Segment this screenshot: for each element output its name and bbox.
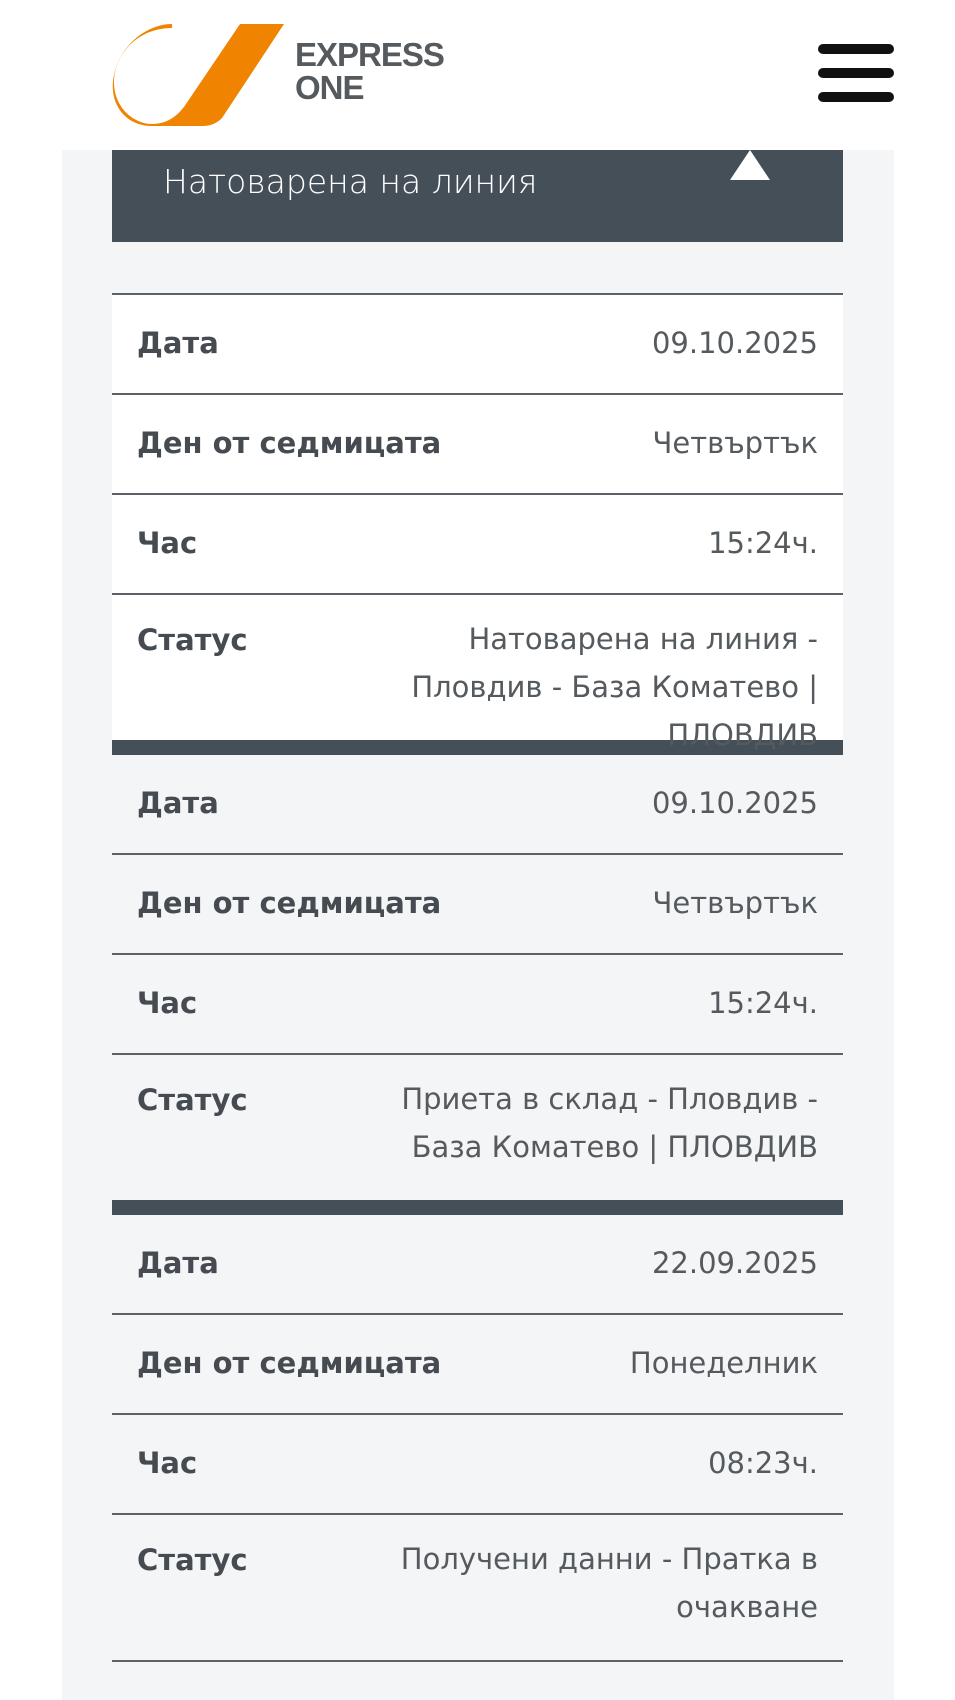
weekday-value: Понеделник (629, 1346, 818, 1380)
event-row-date: Дата 22.09.2025 (112, 1215, 843, 1315)
date-label: Дата (137, 1246, 219, 1280)
current-status: Натоварена на линия (163, 162, 538, 201)
weekday-value: Четвъртък (652, 886, 818, 920)
date-value: 22.09.2025 (651, 1246, 818, 1280)
logo-text-line2: ONE (295, 69, 365, 106)
weekday-label: Ден от седмицата (137, 426, 442, 460)
logo-text: EXPRESS ONE (295, 36, 445, 106)
event-row-weekday: Ден от седмицата Понеделник (112, 1315, 843, 1415)
event-block: Дата 09.10.2025 Ден от седмицата Четвъртък Ч… (112, 293, 843, 752)
time-value: 08:23ч. (708, 1446, 818, 1480)
tracking-panel: Натоварена на линия Дата 09.10.2025 Ден от… (62, 150, 894, 1700)
date-value: 09.10.2025 (651, 326, 818, 360)
express-one-logo[interactable] (112, 20, 284, 126)
date-value: 09.10.2025 (651, 786, 818, 820)
weekday-value: Четвъртък (652, 426, 818, 460)
time-value: 15:24ч. (708, 986, 818, 1020)
event-row-date: Дата 09.10.2025 (112, 755, 843, 855)
time-label: Час (137, 526, 198, 560)
date-label: Дата (137, 786, 219, 820)
event-row-time: Час 15:24ч. (112, 955, 843, 1055)
event-block: Дата 09.10.2025 Ден от седмицата Четвъртък Ч… (112, 740, 843, 1200)
status-value: Натоварена на линия - Пловдив - База Ком… (411, 622, 818, 752)
status-label: Статус (137, 1543, 248, 1577)
time-label: Час (137, 1446, 198, 1480)
event-row-weekday: Ден от седмицата Четвъртък (112, 855, 843, 955)
date-label: Дата (137, 326, 219, 360)
time-value: 15:24ч. (708, 526, 818, 560)
event-row-date: Дата 09.10.2025 (112, 295, 843, 395)
events-list: Дата 09.10.2025 Ден от седмицата Четвъртък Ч… (112, 293, 843, 1662)
status-value: Приета в склад - Пловдив - База Коматево… (401, 1082, 818, 1164)
event-row-status: Статус Приета в склад - Пловдив - База Ко… (112, 1055, 843, 1200)
status-value: Получени данни - Пратка в очакване (400, 1542, 818, 1624)
event-row-time: Час 15:24ч. (112, 495, 843, 595)
weekday-label: Ден от седмицата (137, 1346, 442, 1380)
status-accordion-header[interactable]: Натоварена на линия (112, 150, 843, 242)
event-row-status: Статус Натоварена на линия - Пловдив - Ба… (112, 595, 843, 752)
event-row-status: Статус Получени данни - Пратка в очакване (112, 1515, 843, 1662)
status-label: Статус (137, 1083, 248, 1117)
time-label: Час (137, 986, 198, 1020)
status-label: Статус (137, 623, 248, 657)
event-row-time: Час 08:23ч. (112, 1415, 843, 1515)
event-block: Дата 22.09.2025 Ден от седмицата Понеделник… (112, 1200, 843, 1662)
logo-text-line1: EXPRESS (295, 36, 445, 73)
weekday-label: Ден от седмицата (137, 886, 442, 920)
top-bar: EXPRESS ONE (0, 0, 955, 150)
hamburger-icon[interactable] (818, 44, 894, 102)
triangle-up-icon[interactable] (730, 150, 770, 180)
event-row-weekday: Ден от седмицата Четвъртък (112, 395, 843, 495)
